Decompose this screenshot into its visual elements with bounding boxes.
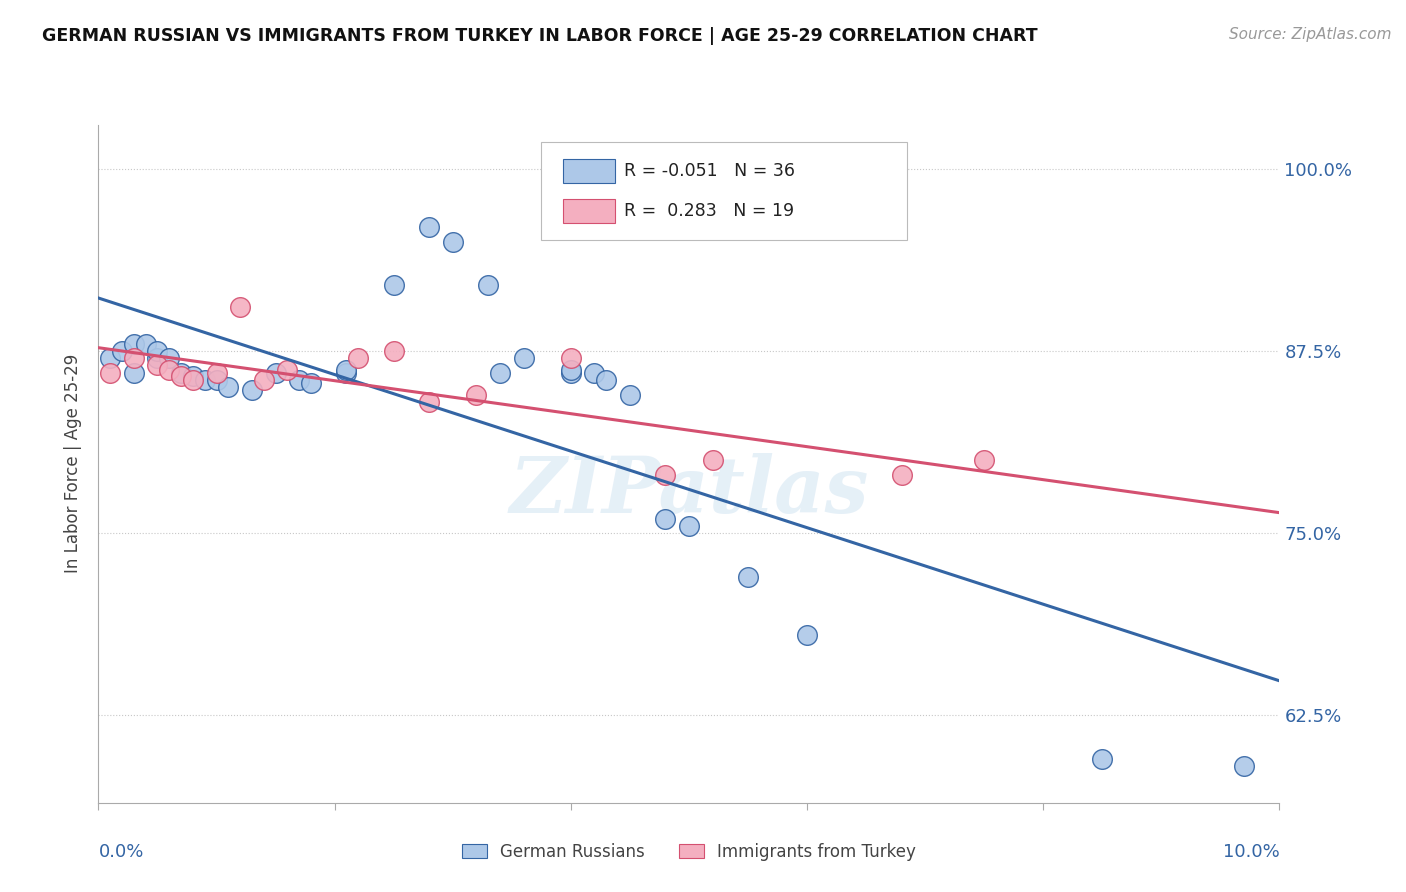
Point: [560, 366, 582, 380]
Point: [157, 351, 180, 366]
Point: [205, 373, 228, 387]
Point: [217, 380, 239, 394]
Point: [135, 336, 157, 351]
Point: [146, 359, 169, 373]
Point: [382, 278, 405, 293]
Point: [181, 368, 204, 383]
Point: [335, 363, 357, 377]
Point: [796, 628, 818, 642]
Point: [890, 467, 912, 482]
Point: [146, 351, 169, 366]
Point: [489, 366, 512, 380]
FancyBboxPatch shape: [562, 159, 614, 183]
Point: [418, 219, 440, 234]
Point: [122, 366, 145, 380]
Point: [205, 366, 228, 380]
Point: [157, 363, 180, 377]
Point: [619, 387, 641, 401]
Point: [253, 373, 276, 387]
Point: [299, 376, 322, 390]
Text: GERMAN RUSSIAN VS IMMIGRANTS FROM TURKEY IN LABOR FORCE | AGE 25-29 CORRELATION : GERMAN RUSSIAN VS IMMIGRANTS FROM TURKEY…: [42, 27, 1038, 45]
Point: [240, 383, 263, 397]
Point: [595, 373, 617, 387]
Text: ZIPatlas: ZIPatlas: [509, 453, 869, 529]
Point: [441, 235, 464, 249]
Y-axis label: In Labor Force | Age 25-29: In Labor Force | Age 25-29: [65, 354, 83, 574]
Point: [702, 453, 724, 467]
Point: [654, 467, 676, 482]
Point: [382, 343, 405, 358]
Text: R = -0.051   N = 36: R = -0.051 N = 36: [624, 162, 794, 180]
Point: [678, 518, 700, 533]
Point: [347, 351, 370, 366]
FancyBboxPatch shape: [541, 142, 907, 240]
Point: [264, 366, 287, 380]
Text: 10.0%: 10.0%: [1223, 844, 1279, 862]
Point: [146, 343, 169, 358]
Point: [654, 511, 676, 525]
Point: [973, 453, 995, 467]
Point: [194, 373, 217, 387]
Point: [122, 336, 145, 351]
Point: [560, 351, 582, 366]
Point: [477, 278, 499, 293]
Point: [1091, 752, 1114, 766]
Point: [1233, 759, 1256, 773]
Point: [181, 373, 204, 387]
Point: [512, 351, 534, 366]
Point: [418, 395, 440, 409]
Point: [583, 366, 606, 380]
Text: Source: ZipAtlas.com: Source: ZipAtlas.com: [1229, 27, 1392, 42]
Point: [229, 300, 252, 314]
Point: [276, 363, 298, 377]
Legend: German Russians, Immigrants from Turkey: German Russians, Immigrants from Turkey: [454, 834, 924, 869]
Point: [98, 351, 121, 366]
Point: [335, 366, 357, 380]
Text: 0.0%: 0.0%: [98, 844, 143, 862]
Point: [170, 368, 193, 383]
Text: R =  0.283   N = 19: R = 0.283 N = 19: [624, 202, 794, 220]
Point: [737, 570, 759, 584]
Point: [111, 343, 134, 358]
Point: [170, 366, 193, 380]
Point: [465, 387, 488, 401]
Point: [122, 351, 145, 366]
Point: [98, 366, 121, 380]
Point: [560, 363, 582, 377]
Point: [288, 373, 311, 387]
FancyBboxPatch shape: [562, 199, 614, 223]
